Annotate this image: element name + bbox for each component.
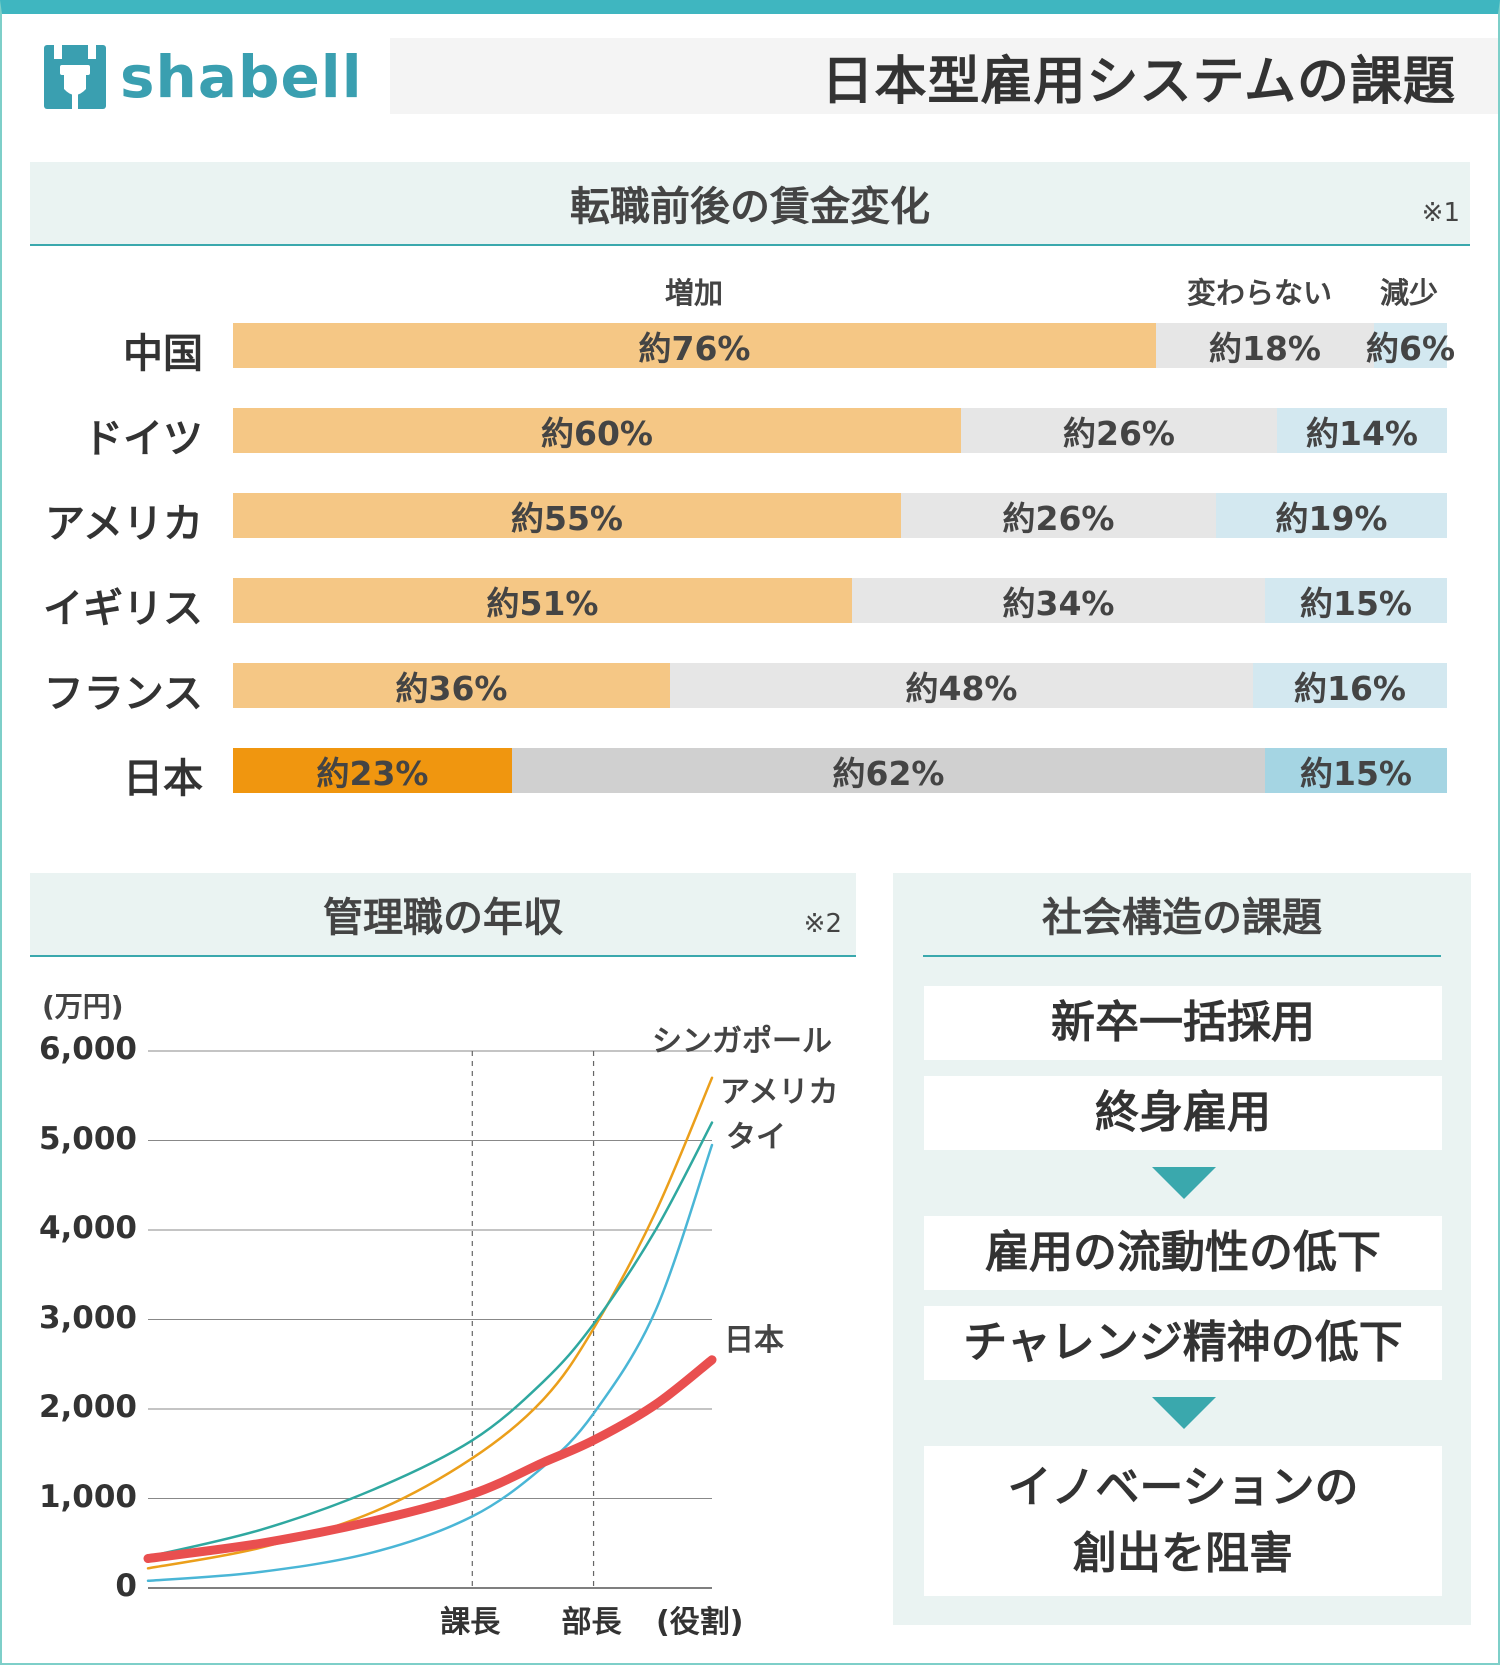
- row-label: フランス: [43, 671, 203, 717]
- logo-wordmark: shabell: [120, 43, 363, 111]
- bar-segment-increase: 約51%: [233, 578, 852, 623]
- bar-data-label: 約55%: [511, 498, 623, 538]
- bar-data-label: 約18%: [1209, 328, 1321, 368]
- issues-panel: 社会構造の課題 新卒一括採用 終身雇用 雇用の流動性の低下 チャレンジ精神の低下…: [893, 873, 1471, 1625]
- issue-innovation-line1: イノベーションの: [1007, 1462, 1359, 1513]
- logo-mark-icon: [44, 45, 106, 109]
- bar-segment-unchanged: 約34%: [852, 578, 1265, 623]
- wage-section-title: 転職前後の賃金変化: [570, 184, 930, 230]
- issue-box-lifetime-employment: 終身雇用: [924, 1076, 1442, 1150]
- bar-segment-decrease: 約14%: [1277, 408, 1447, 453]
- issue-innovation-line2: 創出を阻害: [1073, 1528, 1293, 1579]
- salary-section-note: ※2: [803, 909, 842, 939]
- y-tick-label: 3,000: [38, 1299, 137, 1336]
- legend-increase: 増加: [665, 276, 724, 310]
- y-tick-label: 2,000: [38, 1389, 137, 1425]
- bar-data-label: 約15%: [1300, 583, 1412, 623]
- row-label: イギリス: [43, 586, 203, 632]
- bar-data-label: 約36%: [395, 668, 508, 708]
- bar-data-label: 約23%: [316, 753, 429, 793]
- salary-section-header: 管理職の年収 ※2: [30, 873, 856, 957]
- bar-segment-unchanged: 約26%: [901, 493, 1216, 538]
- bar-data-label: 約76%: [638, 328, 751, 368]
- legend-decrease: 減少: [1380, 276, 1439, 310]
- bar-data-label: 約6%: [1365, 328, 1456, 368]
- arrow-down-icon: [1152, 1397, 1216, 1429]
- row-label: 中国: [123, 331, 203, 377]
- series-line-singapore: [146, 1076, 714, 1570]
- bar-segment-increase: 約23%: [233, 748, 512, 793]
- bar-data-label: 約26%: [1063, 413, 1175, 453]
- series-line-america: [146, 1121, 714, 1558]
- y-tick-label: 5,000: [38, 1120, 137, 1157]
- bar-segment-unchanged: 約26%: [961, 408, 1277, 453]
- series-label-thailand: タイ: [726, 1120, 786, 1155]
- bar-data-label: 約16%: [1294, 668, 1406, 708]
- arrow-down-icon: [1152, 1167, 1216, 1199]
- issue-box-low-challenge: チャレンジ精神の低下: [924, 1306, 1442, 1380]
- y-tick-label: 4,000: [38, 1210, 137, 1246]
- issues-panel-title: 社会構造の課題: [923, 873, 1441, 957]
- y-tick-label: 6,000: [38, 1031, 137, 1067]
- wage-section-header: 転職前後の賃金変化 ※1: [30, 162, 1470, 246]
- bar-data-label: 約60%: [541, 413, 653, 453]
- legend-unchanged: 変わらない: [1187, 276, 1333, 310]
- x-tick-label: 課長: [440, 1605, 501, 1640]
- series-label-america: アメリカ: [720, 1075, 839, 1110]
- series-line-thailand: [146, 1143, 714, 1583]
- line-chart-y-unit: (万円): [42, 990, 124, 1023]
- series-line-japan: [143, 1355, 717, 1563]
- issue-box-innovation: イノベーションの 創出を阻害: [924, 1446, 1442, 1596]
- bar-segment-increase: 約60%: [233, 408, 961, 453]
- y-tick-label: 1,000: [38, 1478, 137, 1515]
- bar-segment-decrease: 約16%: [1253, 663, 1447, 708]
- x-axis-title: (役割): [656, 1605, 744, 1640]
- title-bar: 日本型雇用システムの課題: [390, 38, 1498, 114]
- logo: shabell: [44, 42, 363, 112]
- salary-section-title: 管理職の年収: [323, 895, 563, 941]
- bar-segment-decrease: 約6%: [1366, 323, 1455, 368]
- bar-segment-increase: 約76%: [233, 323, 1156, 368]
- row-label: 日本: [123, 756, 203, 802]
- wage-section-note: ※1: [1421, 198, 1460, 228]
- bar-data-label: 約14%: [1306, 413, 1418, 453]
- bar-data-label: 約51%: [486, 583, 599, 623]
- bar-segment-unchanged: 約48%: [670, 663, 1253, 708]
- bar-data-label: 約34%: [1002, 583, 1115, 623]
- bar-segment-increase: 約55%: [233, 493, 901, 538]
- bar-data-label: 約48%: [905, 668, 1018, 708]
- bar-segment-unchanged: 約62%: [512, 748, 1265, 793]
- bar-data-label: 約26%: [1002, 498, 1115, 538]
- bar-segment-unchanged: 約18%: [1156, 323, 1374, 368]
- series-label-japan: 日本: [724, 1323, 784, 1358]
- bar-data-label: 約62%: [832, 753, 945, 793]
- row-label: ドイツ: [83, 416, 203, 462]
- issue-box-graduate-recruitment: 新卒一括採用: [924, 986, 1442, 1060]
- bar-data-label: 約15%: [1300, 753, 1412, 793]
- bar-segment-decrease: 約15%: [1265, 748, 1447, 793]
- issue-box-low-mobility: 雇用の流動性の低下: [924, 1216, 1442, 1290]
- bar-segment-increase: 約36%: [233, 663, 670, 708]
- series-label-singapore: シンガポール: [652, 1024, 832, 1059]
- bar-data-label: 約19%: [1275, 498, 1388, 538]
- row-label: アメリカ: [45, 501, 203, 547]
- bar-segment-decrease: 約19%: [1216, 493, 1447, 538]
- page-title: 日本型雇用システムの課題: [821, 51, 1456, 112]
- bar-segment-decrease: 約15%: [1265, 578, 1447, 623]
- x-tick-label: 部長: [561, 1605, 622, 1640]
- y-tick-label: 0: [115, 1568, 137, 1604]
